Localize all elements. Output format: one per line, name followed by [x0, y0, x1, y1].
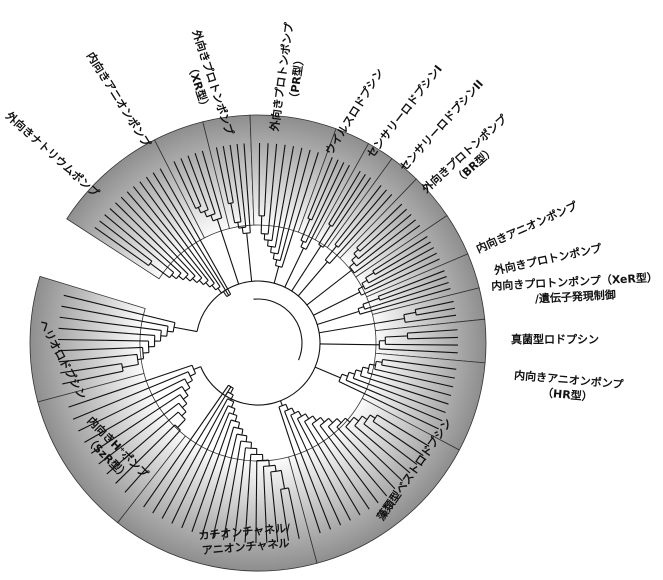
clade-label: 外向きプロトンポンプ — [492, 241, 604, 278]
label-line: 外向きナトリウムポンプ — [2, 108, 103, 200]
branch — [261, 216, 262, 234]
stem — [285, 248, 304, 287]
leaf-branch — [259, 143, 260, 210]
label-line: 内向きアニオンポンプ — [84, 49, 154, 150]
branch — [246, 436, 247, 442]
branch — [182, 412, 186, 416]
branch — [175, 247, 202, 278]
branch — [305, 414, 308, 419]
stem — [247, 233, 252, 281]
branch — [342, 374, 348, 376]
branch — [271, 472, 272, 478]
branch — [383, 360, 389, 361]
stem — [194, 367, 201, 370]
stem — [298, 262, 327, 296]
clade-label: 内向きプロトンポンプ（XeR型）/遺伝子発現制御 — [491, 270, 659, 308]
leaf-branch — [391, 344, 458, 345]
branch — [273, 253, 274, 259]
stem — [280, 401, 282, 406]
branch — [172, 275, 177, 279]
branch — [182, 404, 187, 408]
clade-label: 真菌型ロドプシン — [511, 332, 599, 346]
branch — [242, 228, 243, 234]
branch — [238, 422, 239, 428]
label-line: 内向きプロトンポンプ（XeR型） — [491, 270, 658, 293]
clade-label: 内向きアニオンポンプ（HR型） — [512, 368, 625, 407]
branch — [306, 237, 309, 242]
branch — [169, 269, 174, 273]
branch — [156, 365, 192, 377]
branch — [358, 307, 364, 309]
clade-label: 内向きアニオンポンプ — [474, 198, 581, 256]
stem — [313, 292, 359, 315]
branch — [365, 307, 371, 309]
branch — [185, 388, 190, 391]
clade-label: 内向きアニオンポンプ — [84, 49, 154, 150]
branch — [363, 367, 369, 368]
root-arc — [253, 299, 302, 360]
branch — [230, 388, 233, 393]
branch — [212, 285, 216, 290]
label-line: 外向きプロトンポンプ — [492, 241, 604, 278]
branch — [292, 408, 295, 413]
branch — [167, 331, 173, 332]
stem — [274, 266, 279, 283]
stem — [315, 367, 340, 378]
branch — [193, 278, 197, 282]
branch — [131, 354, 137, 355]
branch — [356, 370, 362, 372]
branch — [171, 250, 196, 276]
branch — [349, 372, 355, 374]
clade-sectors — [30, 115, 486, 571]
branch — [286, 404, 288, 409]
branch — [264, 204, 265, 216]
branch — [233, 409, 235, 415]
branch — [321, 417, 325, 422]
clade-label: 外向きナトリウムポンプ — [2, 108, 103, 200]
branch — [183, 396, 188, 400]
branch — [187, 380, 192, 383]
branch — [313, 416, 317, 421]
branch — [178, 419, 186, 427]
label-line: 真菌型ロドプシン — [511, 332, 599, 346]
branch — [242, 429, 243, 435]
stem — [174, 327, 197, 331]
branch — [174, 412, 179, 416]
branch — [268, 228, 269, 234]
branch — [269, 460, 270, 466]
branch — [235, 416, 237, 422]
label-line: /遺伝子発現制御 — [535, 287, 617, 305]
branch — [275, 260, 276, 266]
branch — [186, 277, 190, 281]
branch — [143, 353, 149, 354]
branch — [179, 276, 184, 280]
branch — [190, 374, 195, 377]
stem — [317, 311, 359, 324]
branch — [337, 419, 341, 423]
branch — [330, 259, 334, 263]
branch — [199, 280, 203, 284]
branch — [154, 379, 185, 394]
branch — [329, 418, 333, 422]
branch — [218, 288, 222, 293]
branch — [206, 283, 210, 288]
branch — [193, 227, 231, 294]
label-line: （HR型） — [542, 385, 594, 403]
stem — [292, 246, 321, 291]
stem — [320, 344, 379, 345]
label-line: 内向きアニオンポンプ — [474, 198, 581, 256]
branch — [268, 240, 269, 246]
branch — [231, 402, 233, 408]
branch — [301, 241, 303, 246]
branch — [271, 247, 272, 253]
branch — [105, 340, 148, 341]
branch — [298, 411, 301, 416]
